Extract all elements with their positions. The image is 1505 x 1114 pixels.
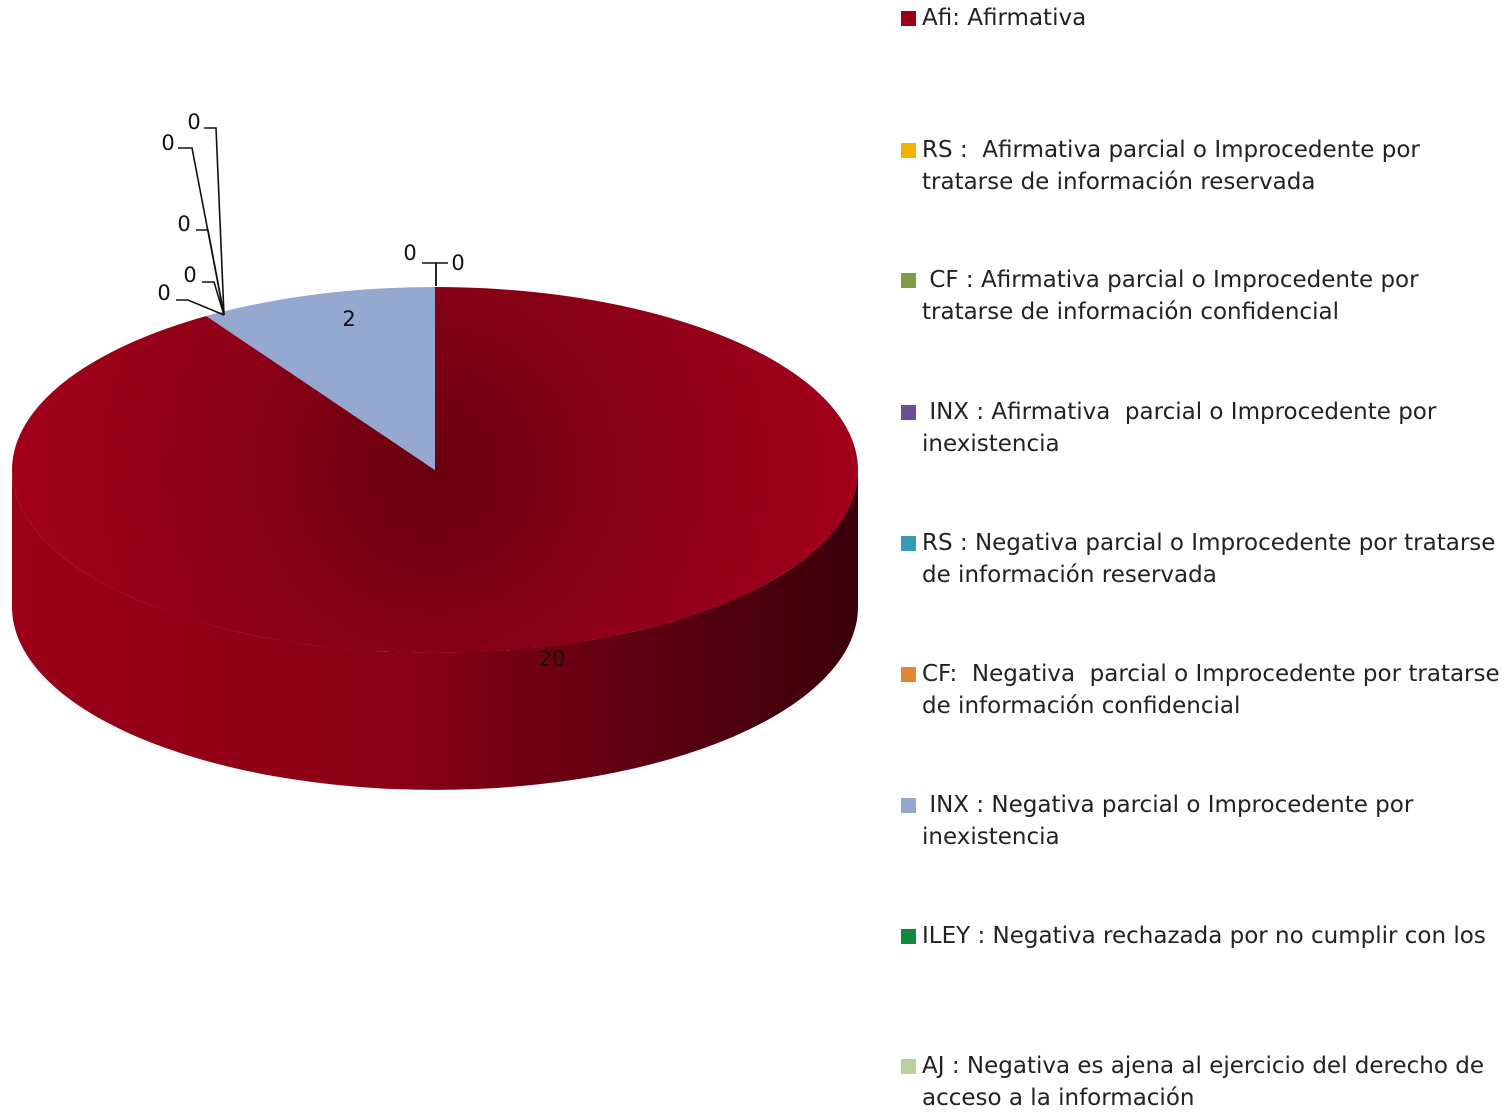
legend-swatch-5 bbox=[901, 667, 916, 682]
pie-slice-6 bbox=[206, 287, 435, 470]
leader-line-1 bbox=[435, 262, 448, 286]
legend-item-7: ILEY : Negativa rechazada por no cumplir… bbox=[901, 920, 1501, 952]
legend-label-3: INX : Afirmativa parcial o Improcedente … bbox=[922, 399, 1444, 457]
legend-label-0: Afi: Afirmativa bbox=[922, 5, 1087, 31]
leader-line-7 bbox=[176, 299, 225, 316]
pie-side-wall bbox=[12, 470, 858, 790]
data-label-8: 0 bbox=[403, 241, 416, 265]
legend-label-7: ILEY : Negativa rechazada por no cumplir… bbox=[922, 923, 1486, 949]
pie-slices bbox=[11, 287, 859, 653]
legend-label-6: INX : Negativa parcial o Improcedente po… bbox=[922, 792, 1421, 850]
legend-item-2: CF : Afirmativa parcial o Improcedente p… bbox=[901, 264, 1501, 328]
legend-swatch-8 bbox=[901, 1059, 916, 1074]
data-label-0: 20 bbox=[539, 647, 566, 671]
legend-item-5: CF: Negativa parcial o Improcedente por … bbox=[901, 658, 1501, 722]
legend-label-5: CF: Negativa parcial o Improcedente por … bbox=[922, 661, 1500, 719]
data-label-4: 0 bbox=[177, 212, 190, 236]
legend-item-6: INX : Negativa parcial o Improcedente po… bbox=[901, 789, 1501, 853]
legend-item-1: RS : Afirmativa parcial o Improcedente p… bbox=[901, 134, 1501, 198]
legend-swatch-7 bbox=[901, 929, 916, 944]
leader-line-2 bbox=[204, 127, 225, 316]
data-label-2: 0 bbox=[187, 110, 200, 134]
leader-line-8 bbox=[422, 262, 437, 286]
legend-swatch-4 bbox=[901, 536, 916, 551]
leader-line-4 bbox=[196, 229, 225, 316]
data-label-1: 0 bbox=[451, 251, 464, 275]
legend-swatch-3 bbox=[901, 405, 916, 420]
legend-swatch-0 bbox=[901, 11, 916, 26]
data-label-7: 0 bbox=[157, 281, 170, 305]
legend-item-0: Afi: Afirmativa bbox=[901, 2, 1501, 34]
legend-label-8: AJ : Negativa es ajena al ejercicio del … bbox=[922, 1053, 1492, 1111]
data-label-5: 0 bbox=[183, 263, 196, 287]
leader-line-5 bbox=[202, 281, 225, 316]
legend-item-4: RS : Negativa parcial o Improcedente por… bbox=[901, 527, 1501, 591]
data-label-6: 2 bbox=[342, 307, 355, 331]
data-label-3: 0 bbox=[161, 131, 174, 155]
legend-item-8: AJ : Negativa es ajena al ejercicio del … bbox=[901, 1050, 1501, 1114]
legend-swatch-6 bbox=[901, 798, 916, 813]
legend-item-3: INX : Afirmativa parcial o Improcedente … bbox=[901, 396, 1501, 460]
pie-side-face bbox=[12, 470, 858, 790]
legend-label-4: RS : Negativa parcial o Improcedente por… bbox=[922, 530, 1503, 588]
legend-swatch-1 bbox=[901, 143, 916, 158]
legend-swatch-2 bbox=[901, 273, 916, 288]
legend-label-2: CF : Afirmativa parcial o Improcedente p… bbox=[922, 267, 1426, 325]
legend-label-1: RS : Afirmativa parcial o Improcedente p… bbox=[922, 137, 1428, 195]
